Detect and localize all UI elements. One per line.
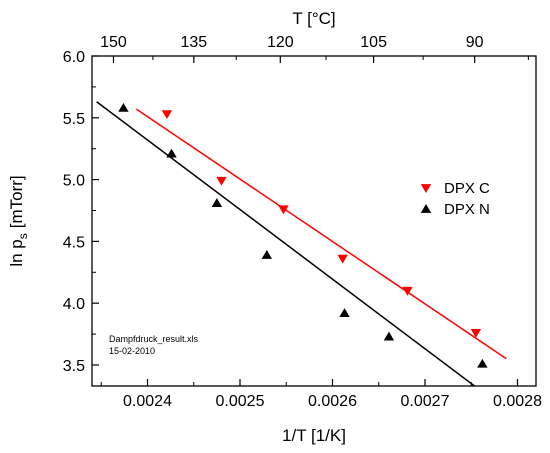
data-point <box>383 331 395 341</box>
y-tick-label: 5.5 <box>63 111 85 128</box>
data-point <box>402 286 413 296</box>
data-point <box>470 328 482 338</box>
data-point <box>261 250 273 259</box>
top-axis-title: T [°C] <box>292 9 335 28</box>
annotation-filename: Dampfdruck_result.xls <box>109 334 199 344</box>
top-tick-label: 135 <box>180 34 207 51</box>
y-tick-label: 4.0 <box>63 296 85 313</box>
x-tick-label: 0.0025 <box>216 393 265 410</box>
data-point <box>337 254 348 264</box>
data-point <box>339 308 350 317</box>
legend-label: DPX N <box>444 201 490 218</box>
data-point <box>166 148 177 158</box>
annotation-date: 15-02-2010 <box>109 346 155 356</box>
y-tick-label: 4.5 <box>63 234 85 251</box>
x-tick-label: 0.0028 <box>493 393 542 410</box>
x-tick-label: 0.0027 <box>401 393 450 410</box>
y-tick-label: 6.0 <box>63 49 85 66</box>
top-tick-label: 105 <box>360 34 387 51</box>
plot-frame <box>91 55 537 387</box>
fit-line <box>135 108 507 360</box>
y-axis-title-subscript: s <box>16 233 30 239</box>
data-point <box>278 205 289 215</box>
data-point <box>216 176 227 186</box>
y-axis-title-unit: [mTorr] <box>7 175 26 228</box>
legend-label: DPX C <box>444 180 490 197</box>
data-points <box>118 102 488 368</box>
y-tick-label: 3.5 <box>63 358 85 375</box>
data-point <box>211 198 223 207</box>
y-axis-title: ln ps [mTorr] <box>7 175 30 266</box>
top-tick-label: 90 <box>466 34 484 51</box>
legend-marker <box>420 204 432 213</box>
data-point <box>118 102 129 112</box>
x-tick-label: 0.0026 <box>308 393 357 410</box>
axis-ticks: 0.0024 0.0025 0.0026 0.0027 0.0028 3.5 4.0 4.5 5… <box>63 34 542 410</box>
fit-lines <box>96 101 507 386</box>
y-axis-title-main: ln p <box>7 239 26 266</box>
x-axis-title: 1/T [1/K] <box>282 426 346 445</box>
legend-marker <box>420 184 432 193</box>
y-tick-label: 5.0 <box>63 173 85 190</box>
data-point <box>477 358 488 368</box>
legend: DPX C DPX N <box>420 180 490 218</box>
x-tick-label: 0.0024 <box>123 393 172 410</box>
data-point <box>161 110 173 120</box>
top-tick-label: 150 <box>100 34 127 51</box>
top-tick-label: 120 <box>267 34 294 51</box>
fit-line <box>96 101 476 386</box>
